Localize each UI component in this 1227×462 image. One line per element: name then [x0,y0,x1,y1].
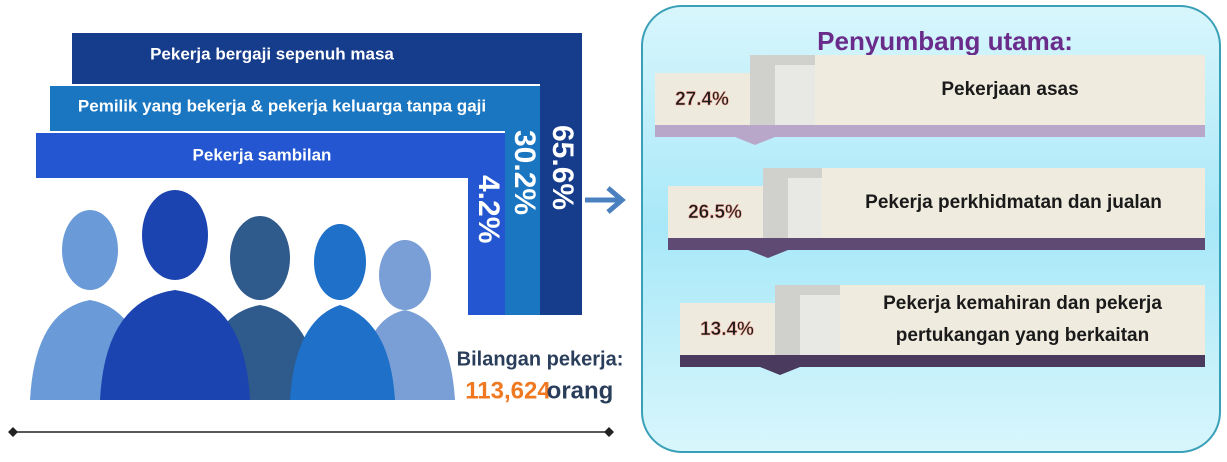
workers-unit: orang [547,377,614,404]
bar [50,86,540,315]
bar-label: Pekerja bergaji sepenuh masa [150,44,394,63]
ribbon-shadow [655,125,1205,145]
item-label: Pekerja perkhidmatan dan jualan [865,192,1162,213]
baseline [8,427,614,437]
ribbon-fold [775,65,815,125]
share-box [668,186,763,238]
label-box [822,168,1205,238]
bar [72,33,582,315]
ribbon-shadow [668,238,1205,258]
bar-share: 30.2% [508,130,541,215]
bar-label: Pemilik yang bekerja & pekerja keluarga … [78,96,486,115]
panel-title: Penyumbang utama: [817,26,1073,56]
bars: Pekerja bergaji sepenuh masa Pemilik yan… [36,33,582,315]
item-share: 13.4% [700,319,754,340]
bar-share: 4.2% [472,175,505,243]
label-box [815,55,1205,125]
item-share: 27.4% [675,89,729,110]
bar [36,133,505,315]
ribbon-fold [800,295,840,355]
ribbon-shadow [680,355,1205,375]
ribbon-fold [788,178,822,238]
item-label: Pekerjaan asas [941,79,1078,100]
item-share: 26.5% [688,202,742,223]
label-box [840,285,1205,355]
workers-label: Bilangan pekerja: [457,348,624,370]
silhouettes [30,190,455,400]
workers-count: 113,624 [465,377,551,404]
bar-share: 65.6% [546,125,579,210]
arrow [585,186,626,214]
item-label: pertukangan yang berkaitan [896,325,1149,346]
item-label: Pekerja kemahiran dan pekerja [883,293,1162,314]
share-box [655,73,750,125]
share-box [680,303,775,355]
bar-label: Pekerja sambilan [193,145,332,164]
